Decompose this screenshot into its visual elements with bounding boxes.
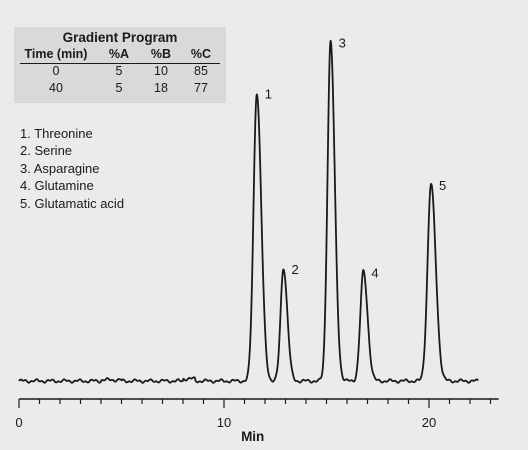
header-percent-b: %B [150,47,172,61]
table-row: 40 5 18 77 [14,81,226,98]
peak-label: 3 [339,36,346,51]
x-axis-label: Min [241,429,264,444]
gradient-table-header: Time (min) %A %B %C [20,47,220,64]
peak-label: 4 [371,266,378,281]
peak-label: 1 [265,87,272,102]
peak-label: 2 [291,262,298,277]
table-cell: 5 [115,81,123,95]
table-row: 0 5 10 85 [14,64,226,81]
legend-item: 2. Serine [20,143,73,159]
table-cell: 5 [115,64,123,78]
table-cell: 85 [194,64,208,78]
legend-item: 1. Threonine [20,126,93,141]
x-tick-label: 10 [217,415,231,430]
table-cell: 40 [49,81,63,95]
gradient-program-box [14,27,226,103]
gradient-program-table: Time (min) %A %B %C 0 5 10 85 40 5 18 77 [14,47,226,98]
legend-item: 5. Glutamatic acid [20,195,125,211]
table-cell: 10 [154,64,168,78]
peak-legend: 1. Threonine 2. Serine 3. Asparagine 4. … [20,125,124,212]
peak-label: 5 [439,178,446,193]
header-percent-a: %A [108,47,130,61]
table-cell: 0 [52,64,60,78]
legend-item: 4. Glutamine [20,178,94,194]
table-cell: 18 [154,81,168,95]
gradient-program-title: Gradient Program [62,30,178,45]
x-tick-label: 20 [422,415,436,430]
chromatogram-trace [18,39,479,384]
table-cell: 77 [194,81,208,95]
header-percent-c: %C [190,47,212,61]
legend-item: 3. Asparagine [20,160,100,176]
x-tick-label: 0 [15,415,22,430]
header-time: Time (min) [24,47,88,61]
